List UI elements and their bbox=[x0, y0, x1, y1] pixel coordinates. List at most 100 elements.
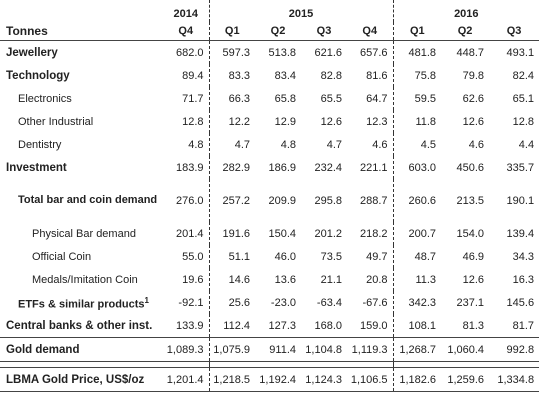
value-cell: 25.6 bbox=[208, 291, 255, 314]
value-cell: 12.8 bbox=[512, 115, 535, 128]
value-cell: 48.7 bbox=[392, 245, 442, 268]
value-cell: 21.1 bbox=[320, 273, 342, 286]
table-row: Total bar and coin demand 276.0 257.2 209.… bbox=[0, 179, 539, 222]
row-label: Other Industrial bbox=[18, 115, 94, 128]
value-cell: 168.0 bbox=[301, 314, 347, 338]
value-cell: 82.8 bbox=[320, 69, 342, 82]
table-row: Other Industrial 12.8 12.2 12.9 12.6 12.3 11.… bbox=[0, 110, 539, 133]
value-cell: 65.1 bbox=[512, 92, 535, 105]
value-cell: 1,075.9 bbox=[208, 337, 255, 362]
value-cell: 11.8 bbox=[392, 110, 442, 133]
unit-label: Tonnes bbox=[0, 22, 163, 41]
value-cell: 73.5 bbox=[320, 250, 342, 263]
value-cell: 1,089.3 bbox=[163, 337, 209, 362]
value-cell: 112.4 bbox=[208, 314, 255, 338]
value-cell: 1,060.4 bbox=[441, 337, 490, 362]
row-label: Dentistry bbox=[18, 138, 62, 151]
value-cell: 14.6 bbox=[208, 268, 255, 291]
table-row: Medals/Imitation Coin 19.6 14.6 13.6 21.1 20… bbox=[0, 268, 539, 291]
value-cell: 597.3 bbox=[208, 40, 255, 64]
value-cell: 450.6 bbox=[456, 161, 485, 174]
value-cell: 493.1 bbox=[506, 46, 535, 59]
value-cell: 81.3 bbox=[441, 314, 490, 338]
value-cell: 232.4 bbox=[314, 161, 342, 174]
year-2014: 2014 bbox=[173, 8, 198, 20]
row-label: Physical Bar demand bbox=[32, 227, 136, 240]
value-cell: 12.3 bbox=[366, 115, 388, 128]
value-cell: 51.1 bbox=[208, 245, 255, 268]
quarter-header-row: Tonnes Q4 Q1 Q2 Q3 Q4 Q1 Q2 Q3 bbox=[0, 22, 539, 41]
value-cell: 1,268.7 bbox=[392, 337, 442, 362]
value-cell: 276.0 bbox=[175, 194, 204, 207]
table-row: Official Coin 55.0 51.1 46.0 73.5 49.7 48.7 46… bbox=[0, 245, 539, 268]
value-cell: 66.3 bbox=[208, 87, 255, 110]
value-cell: 1,259.6 bbox=[441, 367, 490, 392]
value-cell: 108.1 bbox=[392, 314, 442, 338]
value-cell: 682.0 bbox=[175, 46, 204, 59]
value-cell: 295.8 bbox=[314, 194, 342, 207]
year-header-row: 2014 2015 2016 bbox=[0, 0, 539, 22]
value-cell: 133.9 bbox=[163, 314, 209, 338]
table-row: Dentistry 4.8 4.7 4.8 4.7 4.6 4.5 4.6 4.4 bbox=[0, 133, 539, 156]
value-cell: 12.6 bbox=[462, 273, 485, 286]
value-cell: 513.8 bbox=[268, 46, 296, 59]
row-label: Investment bbox=[6, 161, 67, 174]
value-cell: 46.0 bbox=[274, 250, 296, 263]
value-cell: 19.6 bbox=[182, 273, 204, 286]
value-cell: 257.2 bbox=[208, 179, 255, 222]
quarter-header: Q3 bbox=[301, 22, 347, 41]
spacer-row bbox=[0, 361, 539, 368]
table-row: Jewellery 682.0 597.3 513.8 621.6 657.6 481.8… bbox=[0, 40, 539, 64]
quarter-header: Q3 bbox=[489, 22, 539, 41]
value-cell: 145.6 bbox=[506, 296, 535, 309]
value-cell: 81.7 bbox=[489, 314, 539, 338]
value-cell: 201.4 bbox=[175, 227, 204, 240]
value-cell: 448.7 bbox=[456, 46, 485, 59]
value-cell: 75.8 bbox=[392, 64, 442, 87]
value-cell: 911.4 bbox=[255, 337, 301, 362]
value-cell: 621.6 bbox=[314, 46, 342, 59]
value-cell: -23.0 bbox=[270, 296, 296, 309]
value-cell: 260.6 bbox=[392, 179, 442, 222]
quarter-header: Q1 bbox=[208, 22, 255, 41]
row-label: Technology bbox=[6, 69, 70, 82]
table-row: Investment 183.9 282.9 186.9 232.4 221.1 603.… bbox=[0, 156, 539, 179]
row-label: ETFs & similar products1 bbox=[0, 291, 163, 314]
value-cell: 12.8 bbox=[182, 115, 204, 128]
table-row: Central banks & other inst. 133.9 112.4 12… bbox=[0, 314, 539, 338]
value-cell: 154.0 bbox=[456, 227, 485, 240]
table-row: Physical Bar demand 201.4 191.6 150.4 201.2… bbox=[0, 222, 539, 245]
value-cell: 82.4 bbox=[512, 69, 535, 82]
value-cell: 4.4 bbox=[518, 138, 535, 151]
value-cell: 11.3 bbox=[392, 268, 442, 291]
value-cell: 4.7 bbox=[326, 138, 342, 151]
table-row: Electronics 71.7 66.3 65.8 65.5 64.7 59.5 62.6… bbox=[0, 87, 539, 110]
quarter-header: Q1 bbox=[392, 22, 442, 41]
value-cell: 49.7 bbox=[366, 250, 388, 263]
row-label: Electronics bbox=[18, 92, 72, 105]
value-cell: -67.6 bbox=[362, 296, 388, 309]
value-cell: 4.6 bbox=[468, 138, 485, 151]
row-label: Jewellery bbox=[6, 46, 58, 59]
value-cell: 191.6 bbox=[208, 222, 255, 245]
value-cell: 1,218.5 bbox=[208, 367, 255, 392]
row-label: Central banks & other inst. bbox=[0, 314, 163, 338]
value-cell: 12.9 bbox=[274, 115, 296, 128]
value-cell: 213.5 bbox=[456, 194, 485, 207]
row-label: Total bar and coin demand bbox=[18, 194, 158, 206]
value-cell: 12.2 bbox=[208, 110, 255, 133]
value-cell: 4.8 bbox=[280, 138, 296, 151]
value-cell: 4.7 bbox=[208, 133, 255, 156]
value-cell: 65.5 bbox=[320, 92, 342, 105]
footnote-marker: 1 bbox=[144, 295, 149, 305]
value-cell: 139.4 bbox=[506, 227, 535, 240]
value-cell: 190.1 bbox=[506, 194, 535, 207]
etf-label-text: ETFs & similar products bbox=[18, 298, 145, 311]
value-cell: 481.8 bbox=[392, 40, 442, 64]
gold-demand-table: 2014 2015 2016 Tonnes Q4 Q1 Q2 Q3 Q4 Q1 … bbox=[0, 0, 539, 392]
quarter-header: Q4 bbox=[163, 22, 209, 41]
value-cell: 20.8 bbox=[366, 273, 388, 286]
year-2016: 2016 bbox=[392, 0, 539, 22]
table-row-total: Gold demand 1,089.3 1,075.9 911.4 1,104.8 1,… bbox=[0, 337, 539, 362]
